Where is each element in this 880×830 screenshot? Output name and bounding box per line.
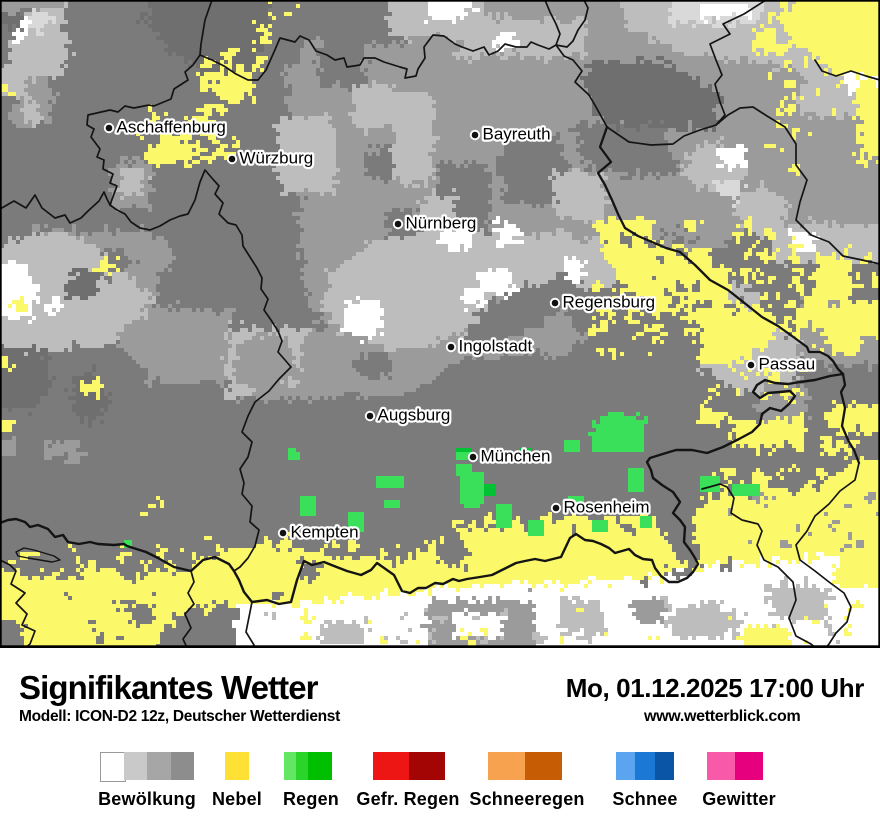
svg-text:Bayreuth: Bayreuth [483,125,551,144]
svg-text:Nürnberg: Nürnberg [406,214,477,233]
svg-text:Ingolstadt: Ingolstadt [459,337,533,356]
svg-text:Regensburg: Regensburg [563,293,656,312]
svg-text:Kempten: Kempten [291,523,359,542]
svg-text:Würzburg: Würzburg [240,149,314,168]
svg-text:Passau: Passau [759,355,816,374]
svg-text:Rosenheim: Rosenheim [564,498,650,517]
svg-text:München: München [481,447,551,466]
svg-text:Aschaffenburg: Aschaffenburg [117,118,226,137]
svg-text:Augsburg: Augsburg [378,406,451,425]
